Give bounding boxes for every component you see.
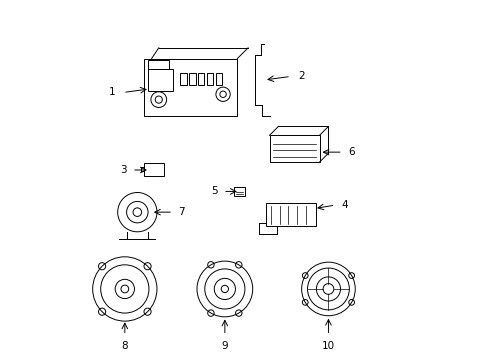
Text: 5: 5 (211, 186, 217, 197)
Text: 1: 1 (109, 87, 116, 98)
Text: 3: 3 (120, 165, 126, 175)
Text: 4: 4 (340, 200, 347, 210)
Text: 10: 10 (321, 342, 334, 351)
Text: 9: 9 (221, 342, 228, 351)
Text: 6: 6 (347, 147, 354, 157)
Text: 8: 8 (122, 342, 128, 351)
Text: 7: 7 (178, 207, 184, 217)
Text: 2: 2 (298, 71, 304, 81)
